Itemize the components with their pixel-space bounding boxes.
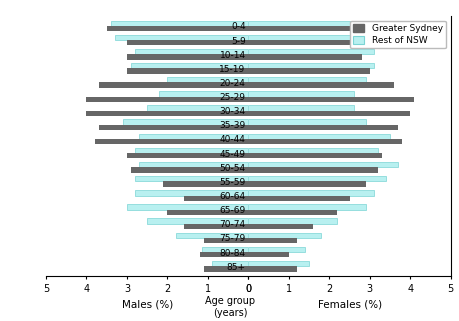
Legend: Greater Sydney, Rest of NSW: Greater Sydney, Rest of NSW xyxy=(349,21,445,48)
Bar xyxy=(135,176,248,181)
Bar xyxy=(135,190,248,195)
Bar xyxy=(175,232,248,238)
Bar xyxy=(131,63,248,68)
Bar xyxy=(248,190,373,195)
Bar xyxy=(248,210,337,215)
Bar xyxy=(248,232,320,238)
Bar xyxy=(131,167,248,173)
Bar xyxy=(127,40,248,46)
Bar xyxy=(86,111,248,116)
Bar xyxy=(159,91,248,97)
Bar xyxy=(199,252,248,257)
Bar xyxy=(248,105,353,111)
Bar xyxy=(248,139,401,144)
Bar xyxy=(248,162,397,167)
Bar xyxy=(248,125,397,130)
Bar xyxy=(248,148,377,153)
Bar xyxy=(135,148,248,153)
Bar xyxy=(248,181,365,187)
Bar xyxy=(248,111,409,116)
Bar xyxy=(106,26,248,31)
Bar xyxy=(248,176,385,181)
Bar xyxy=(248,68,369,74)
Bar xyxy=(248,49,373,54)
Bar xyxy=(127,204,248,210)
Bar xyxy=(248,134,389,139)
Bar xyxy=(248,266,297,272)
Bar xyxy=(248,195,349,201)
Bar xyxy=(167,210,248,215)
X-axis label: Males (%): Males (%) xyxy=(121,299,173,309)
Bar xyxy=(167,77,248,82)
Bar xyxy=(127,68,248,74)
Bar xyxy=(163,181,248,187)
Text: Age group
(years): Age group (years) xyxy=(205,296,254,318)
Bar xyxy=(248,167,377,173)
Bar xyxy=(248,252,288,257)
Bar xyxy=(248,218,337,224)
Bar xyxy=(248,153,381,159)
Bar xyxy=(98,82,248,88)
Bar xyxy=(127,153,248,159)
Bar xyxy=(248,247,304,252)
Bar xyxy=(248,35,373,40)
Bar xyxy=(248,63,373,68)
Bar xyxy=(212,261,248,266)
Bar xyxy=(248,21,369,26)
Bar xyxy=(147,105,248,111)
Bar xyxy=(248,91,353,97)
Bar xyxy=(115,35,248,40)
Bar xyxy=(248,224,313,229)
Bar xyxy=(248,40,369,46)
Bar xyxy=(203,238,248,243)
Bar xyxy=(248,261,308,266)
Bar xyxy=(248,204,365,210)
Bar xyxy=(248,238,297,243)
Bar xyxy=(127,54,248,60)
Bar xyxy=(139,162,248,167)
X-axis label: Females (%): Females (%) xyxy=(317,299,381,309)
Bar xyxy=(183,224,248,229)
Bar xyxy=(202,247,248,252)
Bar xyxy=(248,119,365,125)
Bar xyxy=(203,266,248,272)
Bar xyxy=(248,77,365,82)
Bar xyxy=(139,134,248,139)
Bar xyxy=(86,97,248,102)
Bar xyxy=(135,49,248,54)
Bar xyxy=(248,54,361,60)
Bar xyxy=(248,97,414,102)
Bar xyxy=(111,21,248,26)
Bar xyxy=(183,195,248,201)
Bar xyxy=(95,139,248,144)
Bar xyxy=(248,26,385,31)
Bar xyxy=(123,119,248,125)
Bar xyxy=(98,125,248,130)
Bar xyxy=(147,218,248,224)
Bar xyxy=(248,82,393,88)
